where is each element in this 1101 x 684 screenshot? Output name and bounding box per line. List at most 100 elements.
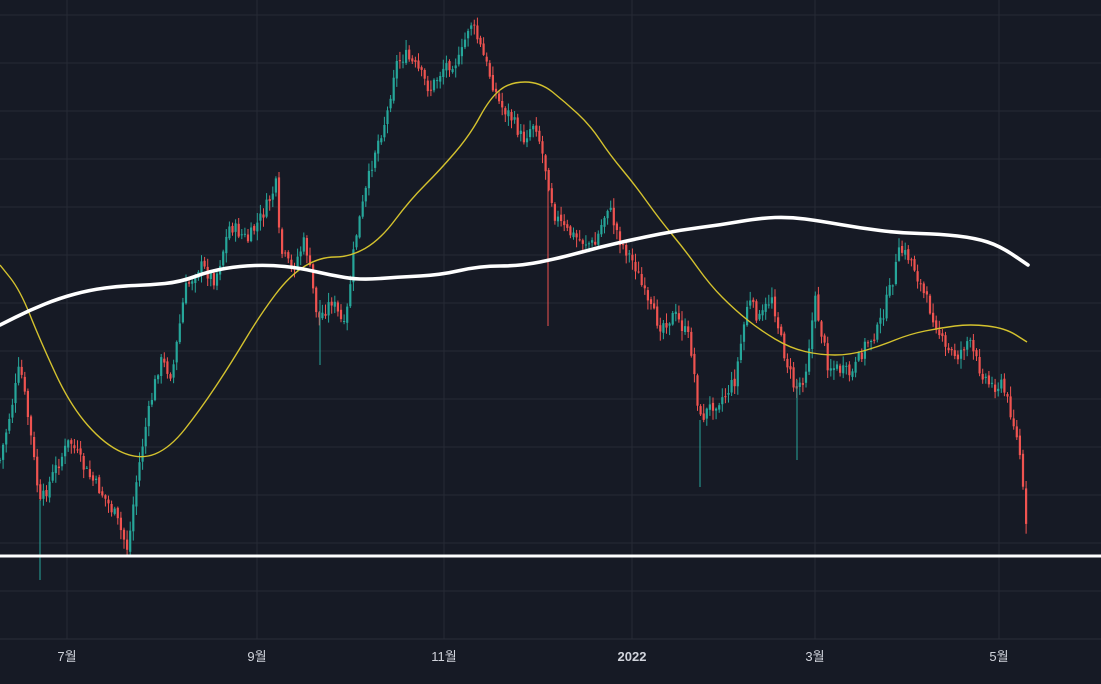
candle-body: [963, 349, 966, 351]
x-tick-label: 7월: [57, 649, 76, 664]
x-tick-label: 11월: [431, 649, 456, 664]
candle-body: [547, 170, 550, 191]
candle-body: [786, 358, 789, 368]
candle-body: [467, 30, 470, 39]
candle-body: [882, 318, 885, 320]
candle-body: [67, 440, 70, 448]
candle-body: [820, 321, 823, 337]
candle-body: [659, 325, 662, 332]
candle-body: [485, 56, 488, 62]
candle-body: [420, 67, 423, 70]
candle-body: [11, 404, 14, 418]
candle-body: [556, 216, 560, 222]
candle-body: [705, 408, 708, 419]
candle-body: [498, 93, 501, 102]
candle-body: [662, 323, 665, 333]
candle-body: [76, 449, 79, 451]
candle-body: [569, 226, 572, 236]
candle-body: [504, 108, 507, 115]
candle-body: [845, 365, 848, 367]
candle-body: [36, 456, 39, 486]
candle-body: [104, 495, 107, 499]
candle-body: [904, 250, 907, 255]
candle-body: [240, 234, 243, 236]
candle-body: [925, 291, 928, 295]
candle-body: [312, 264, 315, 289]
candle-body: [262, 214, 265, 218]
candle-body: [91, 475, 95, 481]
candle-body: [246, 234, 250, 242]
candle-body: [287, 252, 290, 259]
candle-body: [990, 382, 994, 384]
candle-body: [321, 312, 324, 319]
candle-body: [584, 244, 587, 246]
candle-body: [380, 138, 383, 143]
candle-body: [423, 70, 426, 79]
candle-body: [494, 88, 498, 92]
candle-body: [0, 459, 2, 461]
candle-body: [981, 373, 984, 380]
candle-body: [14, 383, 17, 404]
candle-body: [491, 75, 494, 91]
candle-body: [178, 323, 181, 343]
candle-body: [408, 49, 411, 60]
candle-body: [299, 251, 302, 257]
candle-body: [150, 400, 153, 405]
candle-body: [842, 365, 845, 374]
candle-body: [603, 217, 606, 227]
candle-body: [532, 125, 535, 130]
candle-body: [336, 302, 339, 312]
candle-body: [684, 326, 687, 332]
candle-body: [364, 187, 367, 202]
candle-body: [1000, 379, 1003, 389]
candle-body: [811, 320, 814, 349]
candle-body: [873, 339, 876, 341]
candle-body: [64, 445, 67, 457]
candle-body: [426, 80, 429, 92]
candle-body: [144, 426, 147, 447]
candle-body: [541, 141, 544, 154]
candle-body: [978, 357, 981, 374]
candle-body: [501, 101, 504, 108]
candle-body: [891, 285, 894, 287]
candle-body: [687, 326, 690, 332]
candle-body: [876, 324, 879, 340]
candle-body: [85, 467, 88, 469]
candle-body: [414, 60, 417, 62]
candle-body: [572, 232, 575, 238]
candle-body: [70, 440, 73, 444]
candle-body: [879, 317, 882, 324]
candle-body: [352, 249, 355, 283]
candle-body: [305, 238, 308, 256]
candle-body: [79, 448, 82, 455]
candle-body: [860, 352, 863, 360]
candle-body: [302, 237, 305, 252]
candle-body: [160, 357, 163, 376]
candle-body: [628, 253, 631, 255]
candle-body: [870, 341, 873, 342]
candle-body: [153, 379, 157, 401]
candle-body: [101, 491, 104, 496]
candle-body: [724, 396, 727, 398]
candle-body: [690, 331, 693, 356]
candle-body: [17, 366, 20, 383]
candle-body: [640, 274, 643, 285]
candle-body: [169, 374, 172, 379]
candle-body: [327, 302, 330, 316]
candle-body: [510, 112, 513, 121]
candle-body: [476, 25, 479, 40]
candle-body: [473, 24, 476, 26]
candle-body: [172, 364, 175, 378]
moving-average-slow: [0, 215, 1030, 327]
candle-body: [668, 323, 671, 326]
candle-body: [656, 306, 659, 326]
moving-average-fast: [0, 81, 1028, 458]
candle-body: [594, 241, 597, 245]
candle-body: [969, 339, 972, 341]
candle-body: [618, 231, 622, 246]
candle-body: [209, 272, 212, 279]
candle-body: [606, 210, 609, 219]
candle-body: [711, 402, 715, 411]
candle-body: [522, 131, 525, 143]
